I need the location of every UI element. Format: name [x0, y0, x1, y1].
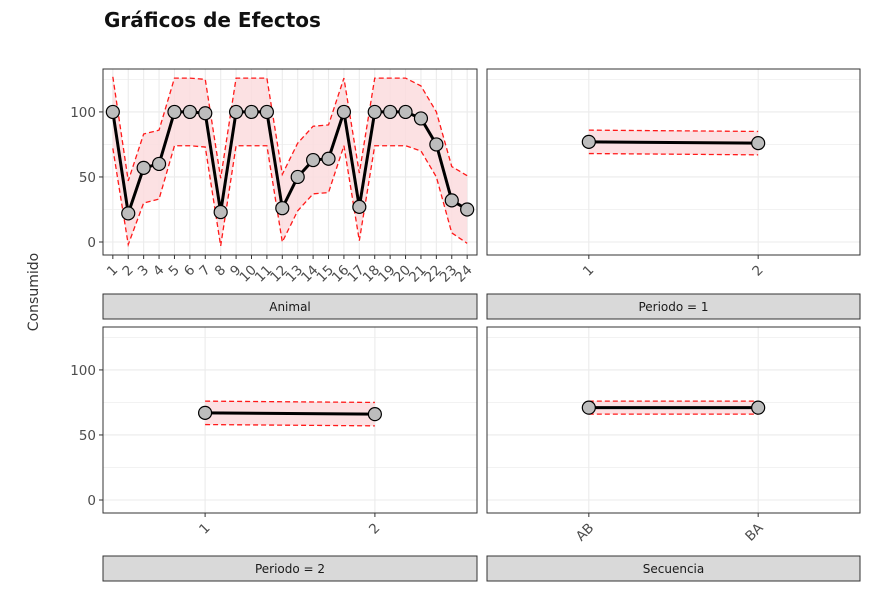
effect-line: [588, 140, 759, 145]
data-point: [751, 400, 766, 415]
strip-background: [102, 555, 478, 582]
x-tick-label: 3: [135, 262, 152, 279]
lower-bound-line: [112, 145, 468, 248]
lower-bound-line: [588, 152, 759, 156]
strip-background: [486, 555, 861, 582]
upper-bound-line: [205, 400, 375, 404]
strip-label: Periodo = 1: [638, 300, 708, 314]
y-tick-label: 100: [70, 363, 96, 379]
panel-border: [102, 326, 478, 514]
data-point: [151, 156, 167, 172]
x-tick-label: 1: [580, 262, 597, 279]
data-point: [367, 407, 382, 422]
data-point: [367, 104, 382, 120]
panel-border: [486, 68, 861, 256]
data-point: [228, 104, 244, 120]
x-tick-label: 1: [196, 520, 213, 537]
panel-border: [102, 68, 478, 256]
y-tick-label: 100: [70, 105, 96, 121]
strip-background: [486, 293, 861, 320]
x-tick-label: 4: [150, 262, 167, 279]
data-point: [352, 199, 367, 214]
panel-1: 0501001234567891011121314151617181920212…: [70, 68, 478, 320]
data-point: [182, 104, 197, 120]
strip-label: Periodo = 2: [255, 562, 325, 576]
panel-background: [487, 69, 860, 255]
data-point: [413, 111, 429, 126]
strip-label: Secuencia: [643, 562, 704, 576]
data-point: [259, 104, 274, 120]
data-point: [167, 104, 182, 120]
upper-bound-line: [588, 129, 759, 133]
panel-border: [486, 326, 861, 514]
x-tick-label: AB: [573, 520, 597, 544]
data-point: [198, 106, 213, 121]
x-tick-label: 7: [196, 262, 213, 279]
panel-4: AB BA Secuencia: [486, 326, 861, 582]
x-tick-label: 1: [104, 262, 121, 279]
x-tick-label: 2: [119, 262, 136, 279]
y-tick-label: 50: [79, 170, 96, 186]
data-point: [429, 137, 444, 152]
data-point: [321, 151, 336, 166]
x-tick-label: 2: [749, 262, 766, 279]
data-point: [290, 169, 305, 185]
y-tick-label: 0: [87, 235, 96, 251]
data-point: [581, 400, 596, 415]
panel-background: [487, 327, 860, 513]
x-tick-label: 2: [366, 520, 383, 537]
strip-label: Animal: [269, 300, 311, 314]
data-point: [198, 405, 213, 420]
data-point: [213, 204, 228, 220]
data-point: [105, 104, 120, 120]
data-point: [581, 134, 596, 149]
upper-bound-line: [112, 76, 468, 182]
x-tick-label: 6: [181, 262, 198, 279]
panel-3: 0 50 100 1 2 Periodo = 2: [70, 326, 478, 582]
data-point: [398, 104, 413, 120]
data-point: [460, 202, 475, 217]
x-tick-label: 8: [212, 262, 229, 279]
x-tick-label: BA: [742, 520, 767, 545]
data-point: [383, 104, 398, 120]
data-point: [336, 104, 352, 120]
data-point: [121, 206, 136, 221]
data-point: [136, 160, 151, 175]
data-point: [275, 201, 290, 216]
data-point: [751, 136, 766, 151]
x-tick-label: 5: [166, 262, 183, 279]
data-point: [306, 152, 321, 168]
data-point: [244, 104, 259, 120]
chart-title: Gráficos de Efectos: [104, 8, 321, 32]
lower-bound-line: [205, 423, 375, 427]
y-tick-label: 50: [79, 428, 96, 444]
x-tick-label: 24: [452, 262, 475, 285]
panel-2: 1 2 Periodo = 1: [486, 68, 861, 320]
strip-background: [102, 293, 478, 320]
data-point: [444, 193, 459, 208]
effect-line: [205, 411, 375, 416]
y-tick-label: 0: [87, 493, 96, 509]
